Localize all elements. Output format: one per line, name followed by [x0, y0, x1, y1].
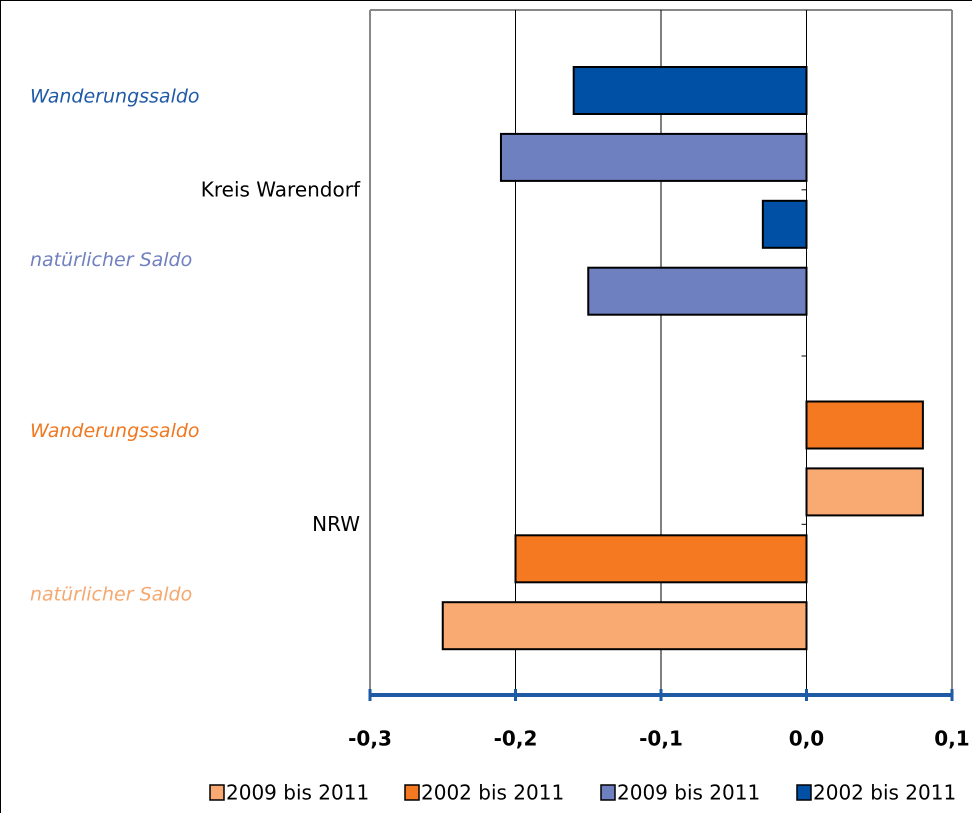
- legend-swatch: [796, 784, 812, 801]
- category-label: natürlicher Saldo: [30, 584, 192, 606]
- legend-swatch: [404, 784, 420, 801]
- bar: [587, 266, 808, 316]
- bar: [761, 199, 808, 249]
- legend-label: 2009 bis 2011: [226, 781, 369, 805]
- bar: [441, 601, 808, 651]
- bar: [499, 132, 808, 182]
- x-tick-label: 0,1: [934, 727, 969, 751]
- category-label: Wanderungssaldo: [30, 420, 200, 442]
- legend-swatch: [600, 784, 616, 801]
- bar: [805, 400, 924, 450]
- x-tick-label: -0,3: [348, 727, 392, 751]
- legend-label: 2002 bis 2011: [421, 781, 564, 805]
- x-tick-label: -0,2: [494, 727, 538, 751]
- bar: [805, 467, 924, 517]
- legend-swatch: [209, 784, 225, 801]
- bar: [514, 534, 808, 584]
- group-label: Kreis Warendorf: [201, 177, 361, 201]
- legend-label: 2009 bis 2011: [617, 781, 760, 805]
- group-label: NRW: [312, 512, 360, 536]
- x-tick-label: 0,0: [789, 727, 824, 751]
- x-tick-label: -0,1: [639, 727, 683, 751]
- category-label: natürlicher Saldo: [30, 249, 192, 271]
- category-label: Wanderungssaldo: [30, 85, 200, 107]
- legend-label: 2002 bis 2011: [813, 781, 956, 805]
- bar: [572, 66, 808, 115]
